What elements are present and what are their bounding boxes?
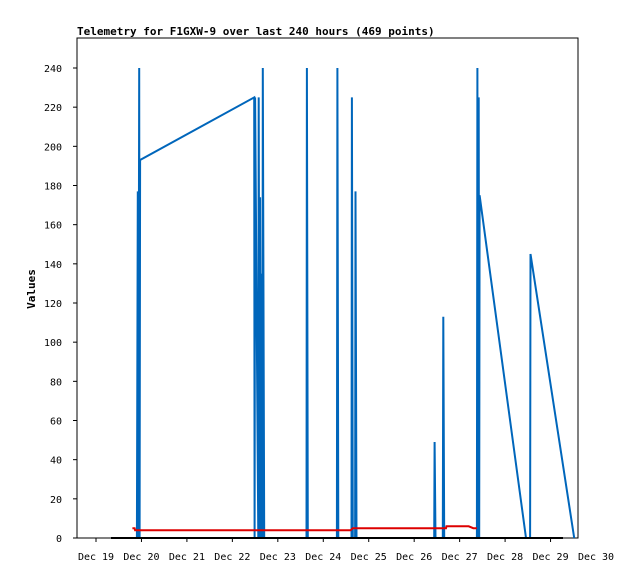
y-tick-label: 20 bbox=[50, 495, 62, 506]
chart-title: Telemetry for F1GXW-9 over last 240 hour… bbox=[77, 25, 435, 38]
y-tick-label: 240 bbox=[44, 64, 62, 75]
x-tick-label: Dec 30 bbox=[578, 552, 614, 563]
series-line-blue bbox=[135, 67, 576, 539]
x-tick-label: Dec 20 bbox=[123, 552, 159, 563]
y-axis-label: Values bbox=[25, 269, 38, 309]
x-tick-label: Dec 28 bbox=[487, 552, 523, 563]
x-tick-label: Dec 29 bbox=[532, 552, 568, 563]
y-tick-label: 100 bbox=[44, 338, 62, 349]
y-tick-label: 40 bbox=[50, 456, 62, 467]
x-tick-label: Dec 22 bbox=[214, 552, 250, 563]
y-axis: 0 20 40 60 80 100 120 140 160 180 200 220 240 bbox=[44, 64, 77, 545]
y-tick-label: 220 bbox=[44, 103, 62, 114]
y-tick-label: 60 bbox=[50, 417, 62, 428]
y-tick-label: 120 bbox=[44, 299, 62, 310]
y-tick-label: 80 bbox=[50, 377, 62, 388]
x-tick-label: Dec 27 bbox=[442, 552, 478, 563]
series-line-red bbox=[132, 525, 477, 532]
y-tick-label: 200 bbox=[44, 142, 62, 153]
x-tick-label: Dec 19 bbox=[78, 552, 114, 563]
x-axis: Dec 19 Dec 20 Dec 21 Dec 22 Dec 23 Dec 24 Dec … bbox=[78, 538, 614, 563]
y-tick-label: 140 bbox=[44, 260, 62, 271]
x-tick-label: Dec 26 bbox=[396, 552, 432, 563]
y-tick-label: 180 bbox=[44, 182, 62, 193]
x-tick-label: Dec 23 bbox=[260, 552, 296, 563]
series-layer bbox=[132, 67, 576, 539]
x-tick-label: Dec 21 bbox=[169, 552, 205, 563]
plot-frame bbox=[76, 37, 579, 539]
y-tick-label: 160 bbox=[44, 221, 62, 232]
x-tick-label: Dec 25 bbox=[351, 552, 387, 563]
y-tick-label: 0 bbox=[56, 534, 62, 545]
x-tick-label: Dec 24 bbox=[305, 552, 341, 563]
